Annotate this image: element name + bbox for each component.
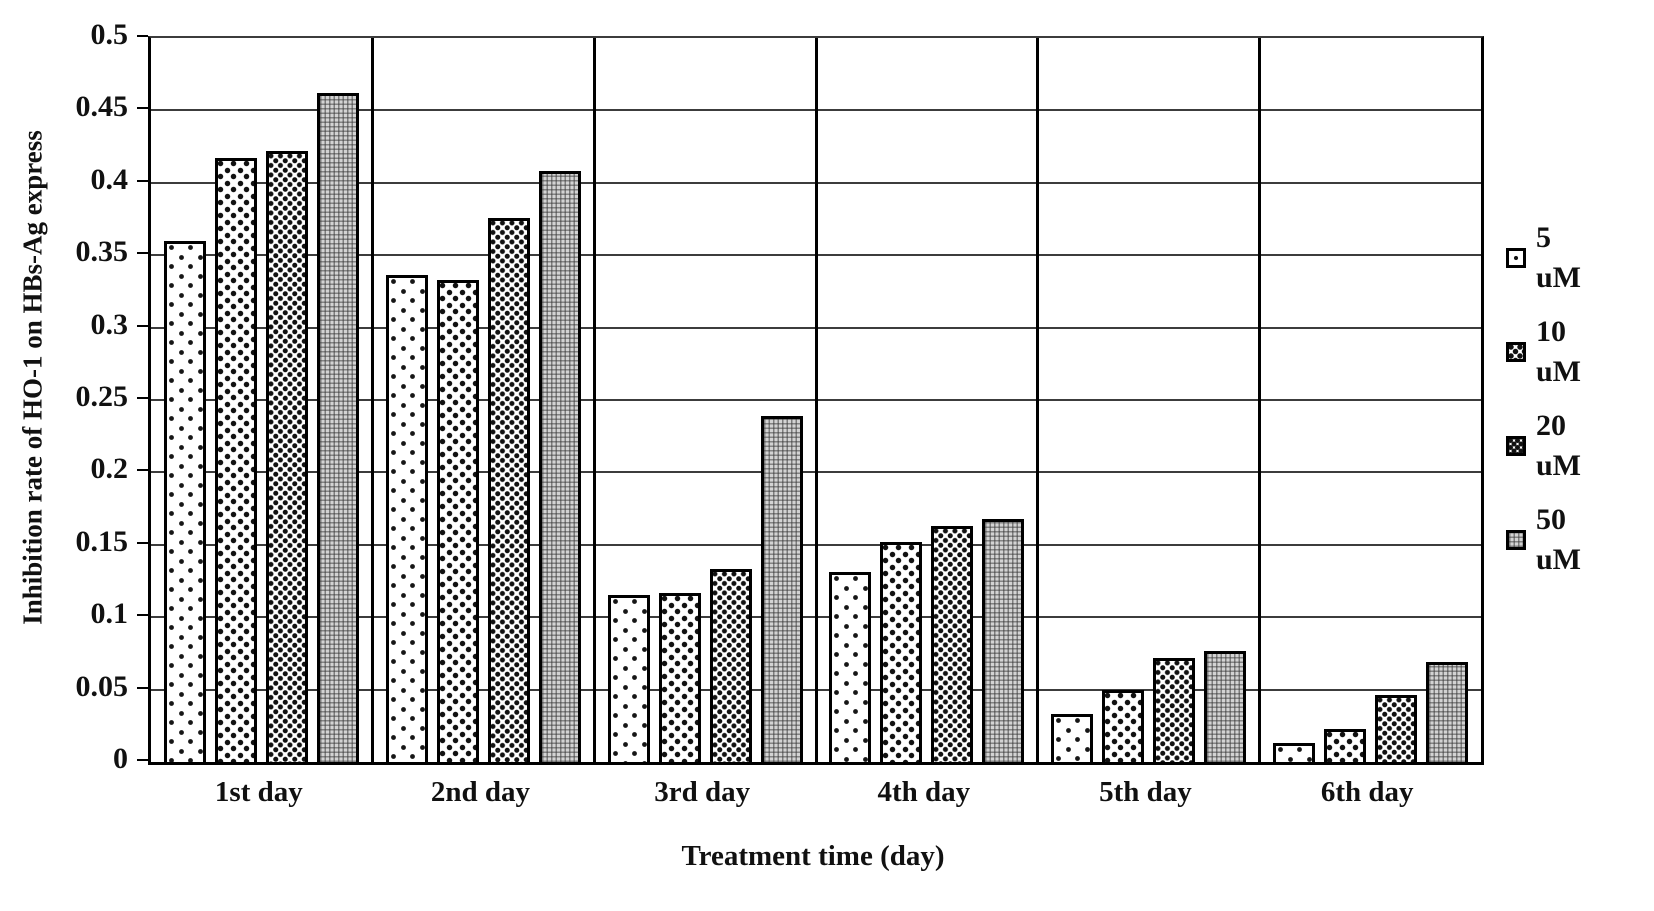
y-tick-mark <box>137 324 148 327</box>
plot-area <box>148 36 1484 765</box>
bar-10uM-5th-day <box>1101 690 1144 762</box>
bar-20uM-1st-day <box>266 151 309 762</box>
bar-group-1st-day <box>151 38 373 762</box>
y-tick-label: 0.2 <box>90 452 129 486</box>
legend-item-20uM: 20 uM <box>1506 409 1581 482</box>
bar-50uM-1st-day <box>317 93 360 762</box>
category-separator <box>1257 38 1261 762</box>
legend-item-50uM: 50 uM <box>1506 503 1581 576</box>
legend-label: 5 uM <box>1536 221 1581 294</box>
bar-20uM-2nd-day <box>487 218 530 762</box>
bar-50uM-4th-day <box>982 519 1025 762</box>
bar-group-3rd-day <box>594 38 816 762</box>
x-axis-title: Treatment time (day) <box>681 840 945 872</box>
y-tick-mark <box>137 35 148 37</box>
bar-group-2nd-day <box>373 38 595 762</box>
x-category-label: 2nd day <box>430 776 531 808</box>
category-separator <box>371 38 375 762</box>
bar-20uM-4th-day <box>931 526 974 762</box>
bar-5uM-5th-day <box>1050 714 1093 762</box>
legend-label: 10 uM <box>1536 315 1581 388</box>
y-tick-label: 0.3 <box>90 307 129 341</box>
bar-5uM-1st-day <box>164 241 207 762</box>
x-category-label: 1st day <box>214 776 303 808</box>
y-tick-label: 0.45 <box>75 90 129 124</box>
y-tick-label: 0.1 <box>90 597 129 631</box>
y-tick-mark <box>137 179 148 182</box>
y-tick-label: 0.5 <box>90 18 129 51</box>
legend-item-5uM: 5 uM <box>1506 221 1581 294</box>
bar-5uM-6th-day <box>1272 743 1315 762</box>
category-separator <box>592 38 596 762</box>
y-tick-label: 0 <box>113 742 128 775</box>
bar-group-5th-day <box>1038 38 1260 762</box>
bar-10uM-3rd-day <box>658 593 701 762</box>
bar-10uM-1st-day <box>215 158 258 762</box>
bar-20uM-5th-day <box>1152 658 1195 762</box>
category-separator <box>814 38 818 762</box>
bar-50uM-6th-day <box>1425 662 1468 762</box>
y-tick-mark <box>137 614 148 617</box>
legend-label: 50 uM <box>1536 503 1581 576</box>
x-category-label: 5th day <box>1099 776 1192 808</box>
y-tick-mark <box>137 252 148 255</box>
y-tick-mark <box>137 397 148 399</box>
y-tick-mark <box>137 759 148 761</box>
legend-label: 20 uM <box>1536 409 1581 482</box>
category-separator <box>1036 38 1040 762</box>
bar-50uM-3rd-day <box>760 416 803 762</box>
legend-item-10uM: 10 uM <box>1506 315 1581 388</box>
y-tick-label: 0.4 <box>90 162 129 196</box>
y-tick-mark <box>137 541 148 544</box>
y-tick-mark <box>137 107 148 110</box>
legend-swatch-sparse-dots <box>1506 248 1526 268</box>
x-category-label: 6th day <box>1320 776 1414 808</box>
bar-20uM-6th-day <box>1374 695 1417 762</box>
bar-10uM-4th-day <box>880 542 923 762</box>
y-tick-label: 0.35 <box>75 235 129 269</box>
y-tick-mark <box>137 469 148 472</box>
bar-10uM-6th-day <box>1323 729 1366 762</box>
bar-group-6th-day <box>1259 38 1481 762</box>
bar-10uM-2nd-day <box>436 280 479 762</box>
legend-swatch-dense-dots <box>1506 436 1526 456</box>
legend-swatch-gray-weave <box>1506 530 1526 550</box>
bar-5uM-3rd-day <box>607 595 650 762</box>
bar-5uM-4th-day <box>829 572 872 762</box>
bar-5uM-2nd-day <box>385 275 428 762</box>
x-category-label: 3rd day <box>654 776 751 808</box>
bar-50uM-2nd-day <box>538 171 581 762</box>
y-tick-label: 0.15 <box>75 524 129 558</box>
bar-50uM-5th-day <box>1203 651 1246 762</box>
y-tick-label: 0.05 <box>75 669 129 703</box>
bar-20uM-3rd-day <box>709 569 752 762</box>
y-tick-label: 0.25 <box>75 380 129 413</box>
legend-swatch-medium-dots <box>1506 342 1526 362</box>
y-tick-mark <box>137 686 148 689</box>
x-category-label: 4th day <box>877 776 971 808</box>
bar-group-4th-day <box>816 38 1038 762</box>
